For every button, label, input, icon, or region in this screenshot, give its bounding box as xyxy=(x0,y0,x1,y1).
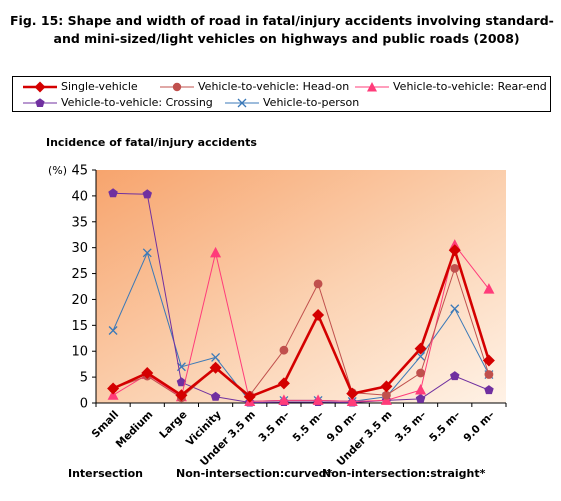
series-line xyxy=(112,244,490,402)
x-tick-label: 9.0 m– xyxy=(461,409,497,445)
data-point xyxy=(312,394,324,405)
x-tick-label: Small xyxy=(90,409,122,441)
legend-label: Vehicle-to-person xyxy=(263,96,360,109)
data-point xyxy=(108,188,118,198)
data-point xyxy=(414,342,427,355)
x-tick-label: 5.5 m– xyxy=(291,409,327,445)
data-point xyxy=(210,246,222,258)
category-group-label: Non-intersection:straight* xyxy=(322,467,486,480)
data-point xyxy=(108,326,118,335)
x-tick-label: Medium xyxy=(114,409,156,451)
legend-label: Vehicle-to-vehicle: Head-on xyxy=(198,80,350,93)
y-tick-label: 30 xyxy=(71,241,88,256)
y-tick-label: 15 xyxy=(71,319,88,334)
data-point xyxy=(211,352,221,362)
legend-marker-crossing xyxy=(23,98,57,107)
data-point xyxy=(450,263,460,273)
category-group-label: Intersection xyxy=(68,467,143,480)
data-point xyxy=(346,395,358,406)
series-layer xyxy=(107,188,495,407)
data-point xyxy=(415,393,426,403)
data-point xyxy=(416,368,425,378)
series-line xyxy=(112,249,491,399)
legend: Single-vehicle Vehicle-to-vehicle: Head-… xyxy=(12,76,551,112)
data-point xyxy=(209,361,222,374)
data-point xyxy=(450,371,460,381)
x-tick-label: 5.5 m– xyxy=(427,409,463,445)
y-axis-title: Incidence of fatal/injury accidents xyxy=(46,136,257,149)
data-point xyxy=(107,382,120,395)
y-tick-label: 20 xyxy=(71,293,88,308)
y-tick-label: 10 xyxy=(71,345,88,360)
legend-marker-vehicle-to-person xyxy=(225,98,259,108)
data-point xyxy=(484,370,494,379)
series-line xyxy=(113,192,490,403)
data-point xyxy=(175,389,188,402)
data-point xyxy=(279,345,289,355)
legend-label: Vehicle-to-vehicle: Rear-end xyxy=(393,80,547,93)
data-point xyxy=(277,377,290,390)
data-point xyxy=(415,384,427,395)
title-line-1: Fig. 15: Shape and width of road in fata… xyxy=(10,13,554,28)
data-point xyxy=(448,244,461,257)
series-single-vehicle xyxy=(107,244,495,403)
data-point xyxy=(243,390,256,403)
x-tick-label: 3.5 m– xyxy=(393,409,429,445)
data-point xyxy=(278,394,290,405)
legend-marker-head-on xyxy=(160,82,194,92)
data-point xyxy=(176,377,187,387)
y-tick-label: 35 xyxy=(71,215,88,230)
legend-marker-rear-end xyxy=(355,82,389,92)
data-point xyxy=(142,189,152,199)
y-tick-label: 25 xyxy=(71,267,88,282)
data-point xyxy=(312,308,325,321)
legend-marker-single-vehicle xyxy=(23,81,57,93)
data-point xyxy=(380,380,393,393)
data-point xyxy=(210,391,221,401)
data-point xyxy=(382,390,391,400)
title-line-2: and mini-sized/light vehicles on highway… xyxy=(10,31,520,46)
data-point xyxy=(313,279,323,289)
chart-title: Fig. 15: Shape and width of road in fata… xyxy=(10,12,555,48)
y-tick-label: 45 xyxy=(71,164,88,179)
x-tick-label: Large xyxy=(157,409,189,441)
axes xyxy=(92,169,507,407)
y-tick-label: 5 xyxy=(80,371,88,386)
legend-label: Vehicle-to-vehicle: Crossing xyxy=(61,96,213,109)
data-point xyxy=(142,248,152,258)
x-tick-label: 3.5 m– xyxy=(256,409,292,445)
data-point xyxy=(380,394,392,405)
legend-label: Single-vehicle xyxy=(61,80,138,93)
y-tick-label: 0 xyxy=(80,397,88,412)
y-tick-label: 40 xyxy=(71,189,88,204)
data-point xyxy=(141,366,154,379)
data-point xyxy=(346,387,359,400)
data-point xyxy=(482,354,495,367)
category-group-label: Non-intersection:curved* xyxy=(176,467,333,480)
series-line xyxy=(112,267,490,399)
data-point xyxy=(483,283,495,294)
data-point xyxy=(484,385,494,395)
y-axis-unit: (%) xyxy=(48,164,67,177)
data-point xyxy=(416,351,426,361)
data-point xyxy=(450,304,460,314)
